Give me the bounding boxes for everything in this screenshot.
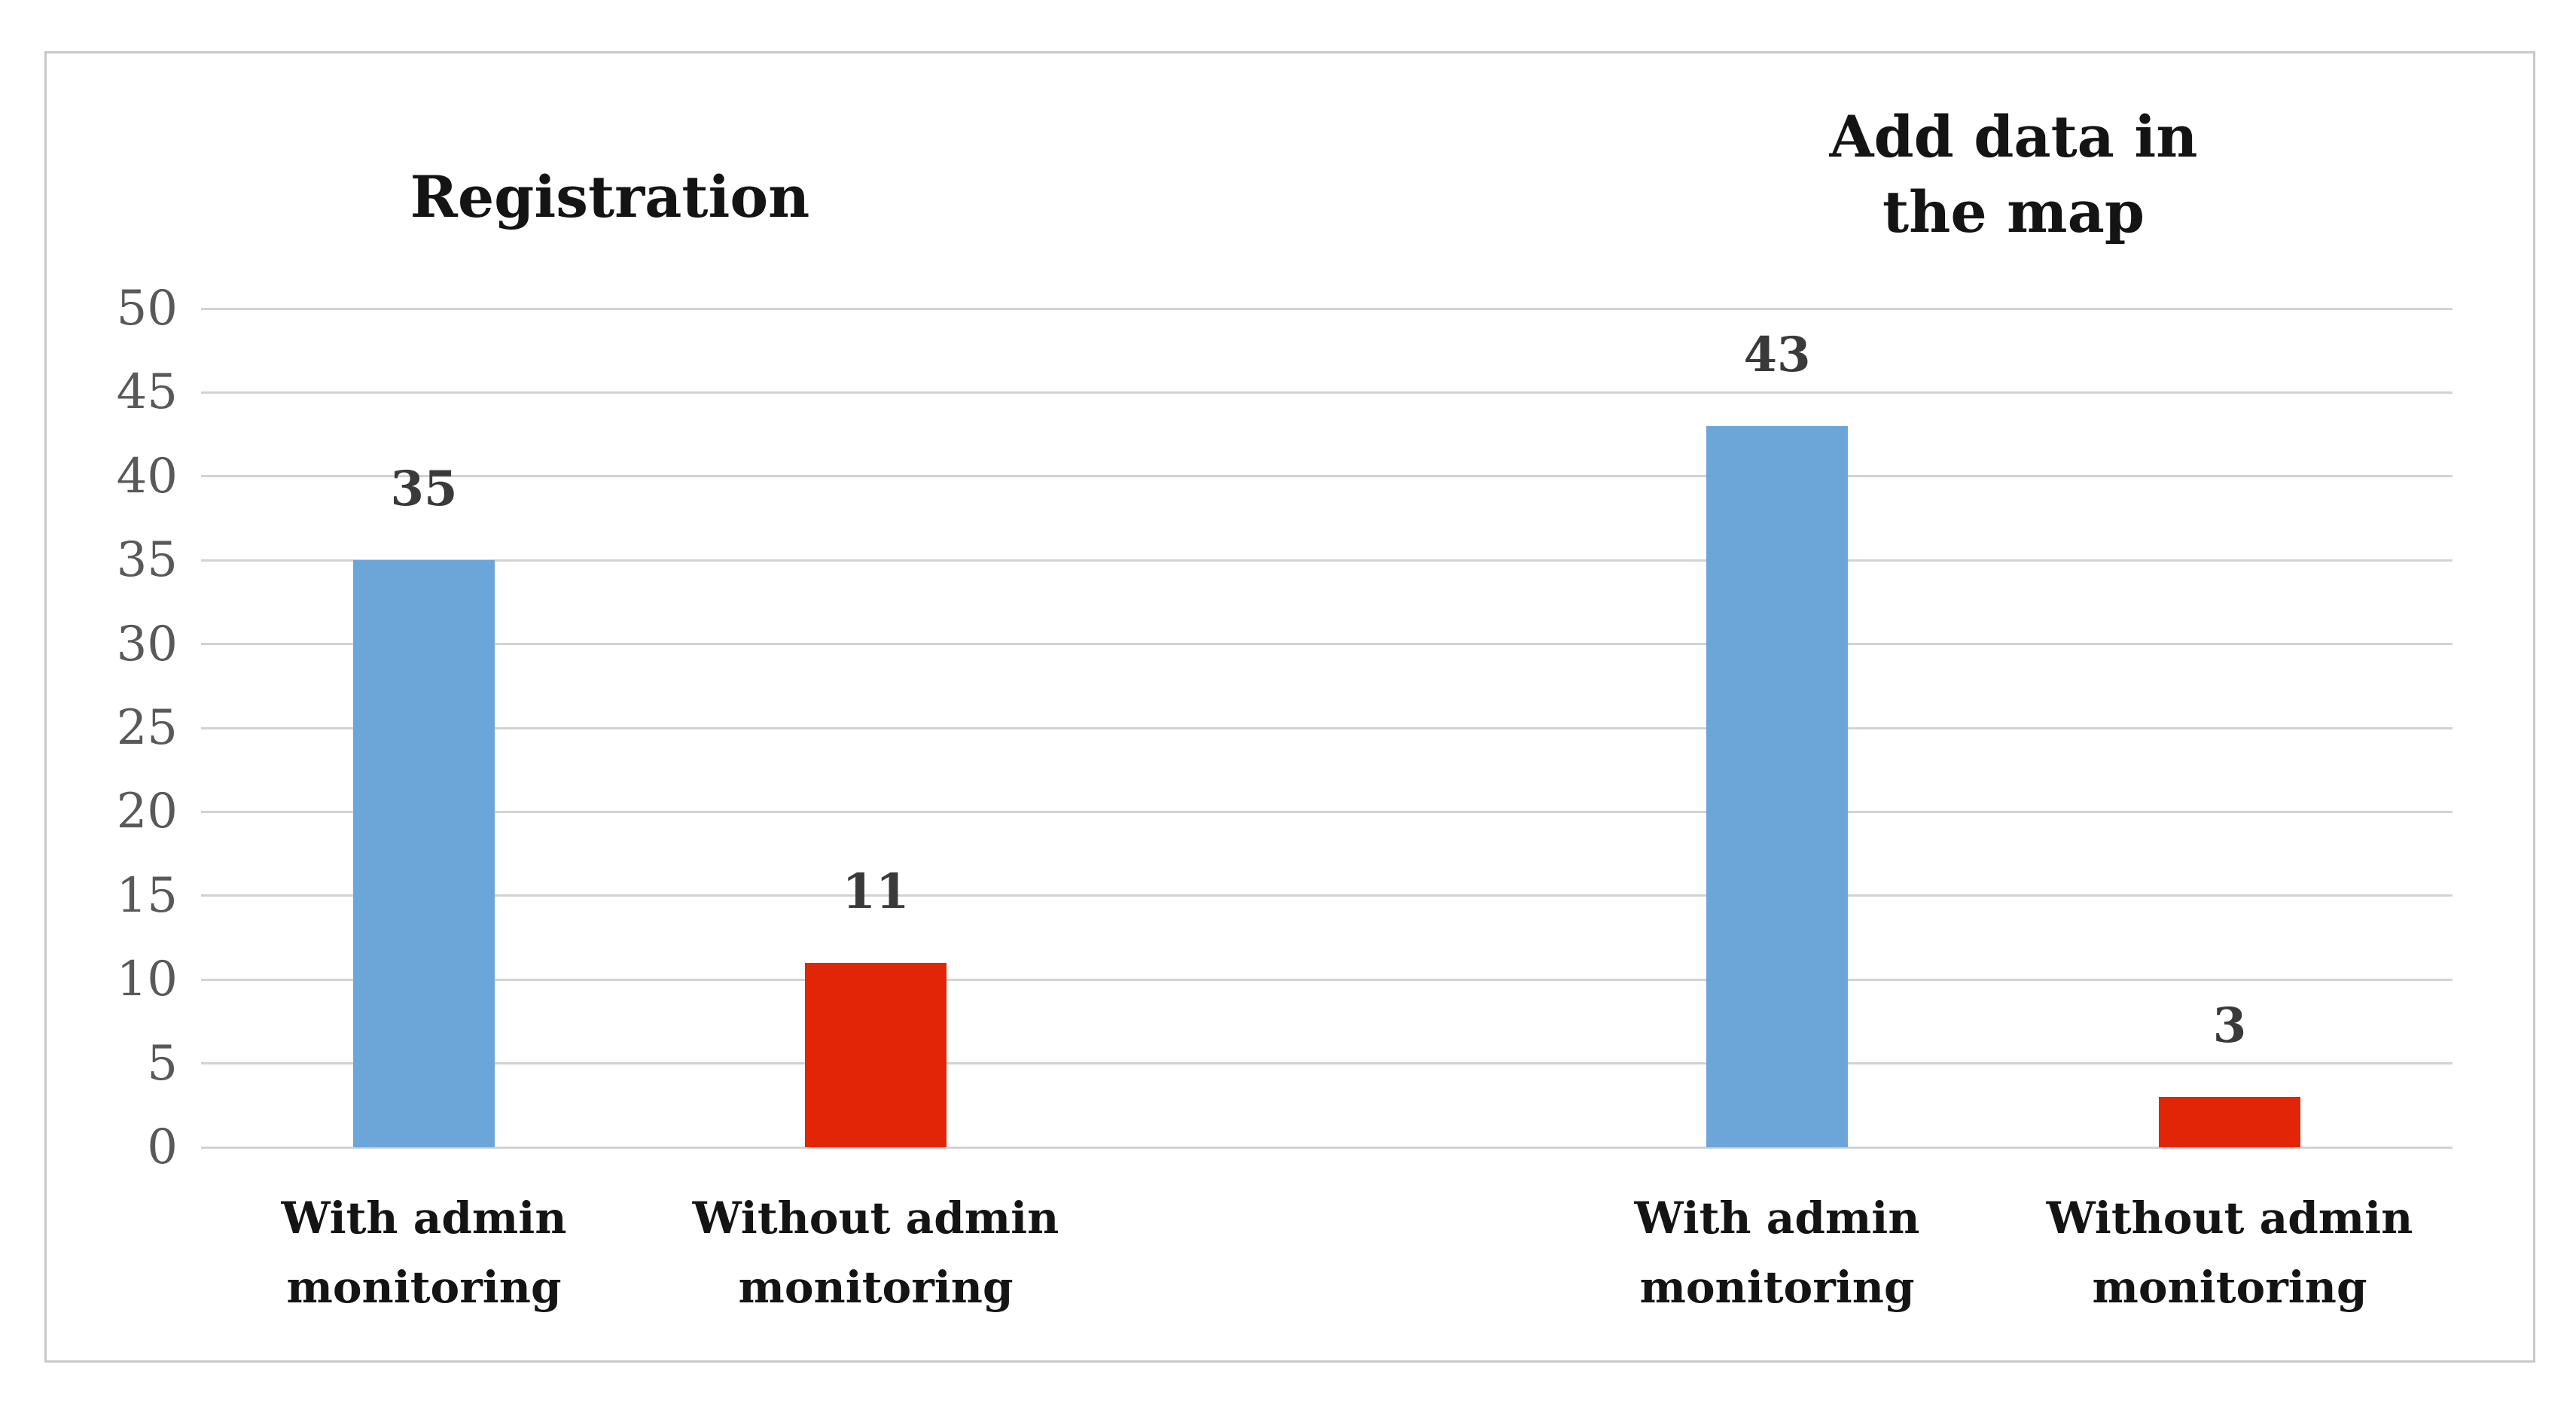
group2-bar2 bbox=[2159, 1097, 2300, 1147]
gridline-45 bbox=[201, 391, 2453, 394]
gridline-30 bbox=[201, 643, 2453, 646]
y-tick-label-45: 45 bbox=[116, 364, 178, 421]
group2-bar1 bbox=[1706, 425, 1848, 1147]
y-tick-label-15: 15 bbox=[116, 867, 178, 924]
y-tick-label-20: 20 bbox=[116, 784, 178, 840]
y-tick-label-30: 30 bbox=[116, 616, 178, 672]
y-tick-label-40: 40 bbox=[116, 448, 178, 504]
y-tick-label-10: 10 bbox=[116, 952, 178, 1008]
group-title-add-data-in-the-map: Add data in the map bbox=[1829, 103, 2198, 245]
group1-category1-label: With admin monitoring bbox=[281, 1192, 567, 1313]
gridline-5 bbox=[201, 1062, 2453, 1065]
gridline-20 bbox=[201, 810, 2453, 813]
gridline-35 bbox=[201, 559, 2453, 562]
gridline-15 bbox=[201, 894, 2453, 897]
group1-category2-label: Without admin monitoring bbox=[692, 1192, 1059, 1313]
y-tick-label-35: 35 bbox=[116, 532, 178, 589]
gridline-40 bbox=[201, 475, 2453, 478]
y-tick-label-25: 25 bbox=[116, 700, 178, 756]
group2-bar1-value: 43 bbox=[1743, 326, 1811, 383]
gridline-10 bbox=[201, 978, 2453, 981]
y-tick-label-0: 0 bbox=[147, 1119, 178, 1175]
group2-category2-label: Without admin monitoring bbox=[2046, 1192, 2413, 1313]
group2-bar2-value: 3 bbox=[2212, 997, 2247, 1055]
group-title-registration: Registration bbox=[410, 163, 810, 230]
group2-category1-label: With admin monitoring bbox=[1634, 1192, 1920, 1313]
group1-bar1 bbox=[353, 560, 495, 1147]
y-tick-label-5: 5 bbox=[147, 1035, 178, 1092]
gridline-50 bbox=[201, 307, 2453, 310]
group1-bar2 bbox=[805, 962, 947, 1147]
gridline-25 bbox=[201, 726, 2453, 729]
group1-bar1-value: 35 bbox=[390, 461, 458, 518]
y-tick-label-50: 50 bbox=[116, 281, 178, 337]
gridline-0 bbox=[201, 1146, 2453, 1149]
group1-bar2-value: 11 bbox=[842, 863, 910, 920]
